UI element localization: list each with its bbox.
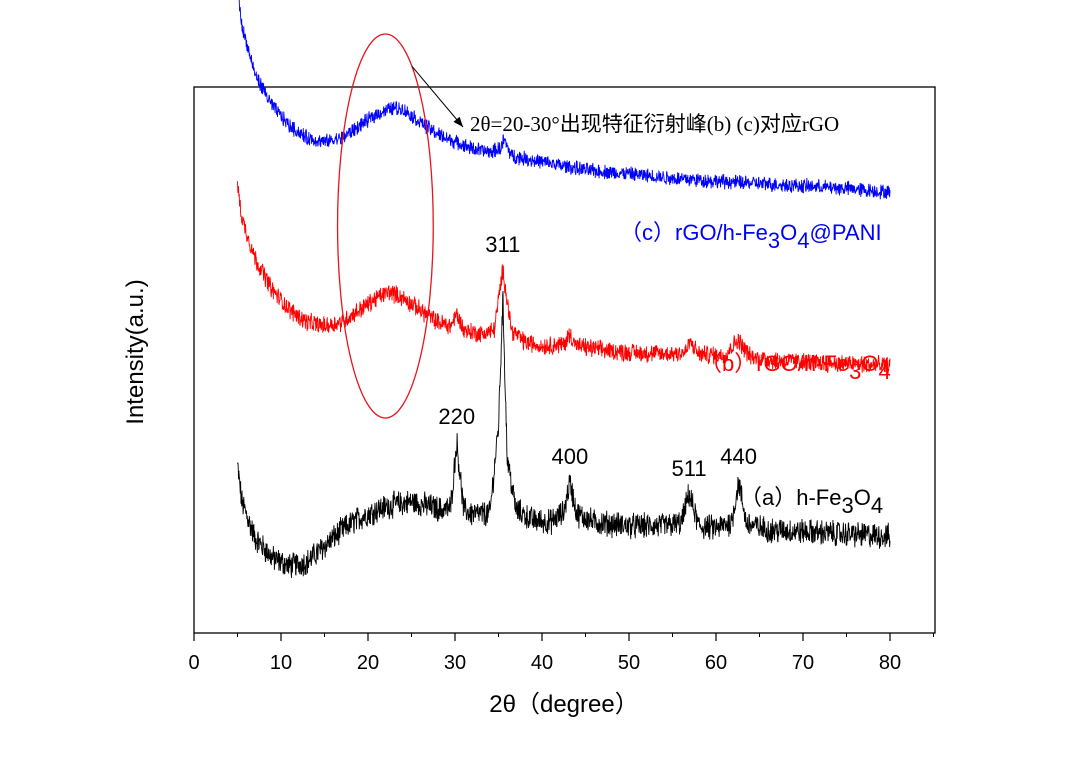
peak-label: 400: [551, 444, 588, 469]
x-tick-label: 60: [705, 652, 727, 674]
x-axis-title: 2θ（degree）: [489, 691, 638, 718]
series-labels: （a）h-Fe3O4 （b）rGO/h-Fe3O4 （c）rGO/h-Fe3O4@P…: [620, 220, 891, 518]
y-axis-title: Intensity(a.u.): [122, 279, 149, 424]
x-tick-label: 30: [444, 652, 466, 674]
peak-label: 311: [485, 232, 520, 257]
series-label-b: （b）rGO/h-Fe3O4: [700, 351, 891, 384]
peak-label: 440: [720, 444, 757, 469]
rgo-region-ellipse: [336, 33, 434, 419]
x-axis-ticks: 0 10 20 30 40 50 60 70 80: [188, 633, 934, 674]
x-tick-label: 80: [879, 652, 901, 674]
x-tick-label: 40: [531, 652, 553, 674]
series-label-a: （a）h-Fe3O4: [740, 485, 883, 518]
annotation-arrow: [411, 66, 464, 128]
annotation: 2θ=20-30°出现特征衍射峰(b) (c)对应rGO: [336, 33, 839, 419]
series-label-c: （c）rGO/h-Fe3O4@PANI: [620, 220, 882, 253]
x-tick-label: 20: [357, 652, 379, 674]
series-line-c: [238, 0, 891, 200]
x-tick-label: 50: [618, 652, 640, 674]
peak-label: 220: [438, 404, 475, 429]
x-tick-label: 70: [792, 652, 814, 674]
plot-frame: [193, 86, 936, 634]
annotation-text: 2θ=20-30°出现特征衍射峰(b) (c)对应rGO: [470, 112, 839, 136]
x-tick-label: 10: [270, 652, 292, 674]
peak-labels: 220 311 400 511 440: [438, 232, 757, 481]
peak-label: 511: [671, 456, 706, 481]
series-line-a: [237, 291, 891, 579]
series-layer: [237, 0, 891, 579]
annotation-arrowhead: [453, 116, 463, 127]
series-line-b: [237, 181, 891, 376]
x-tick-label: 0: [188, 652, 199, 674]
